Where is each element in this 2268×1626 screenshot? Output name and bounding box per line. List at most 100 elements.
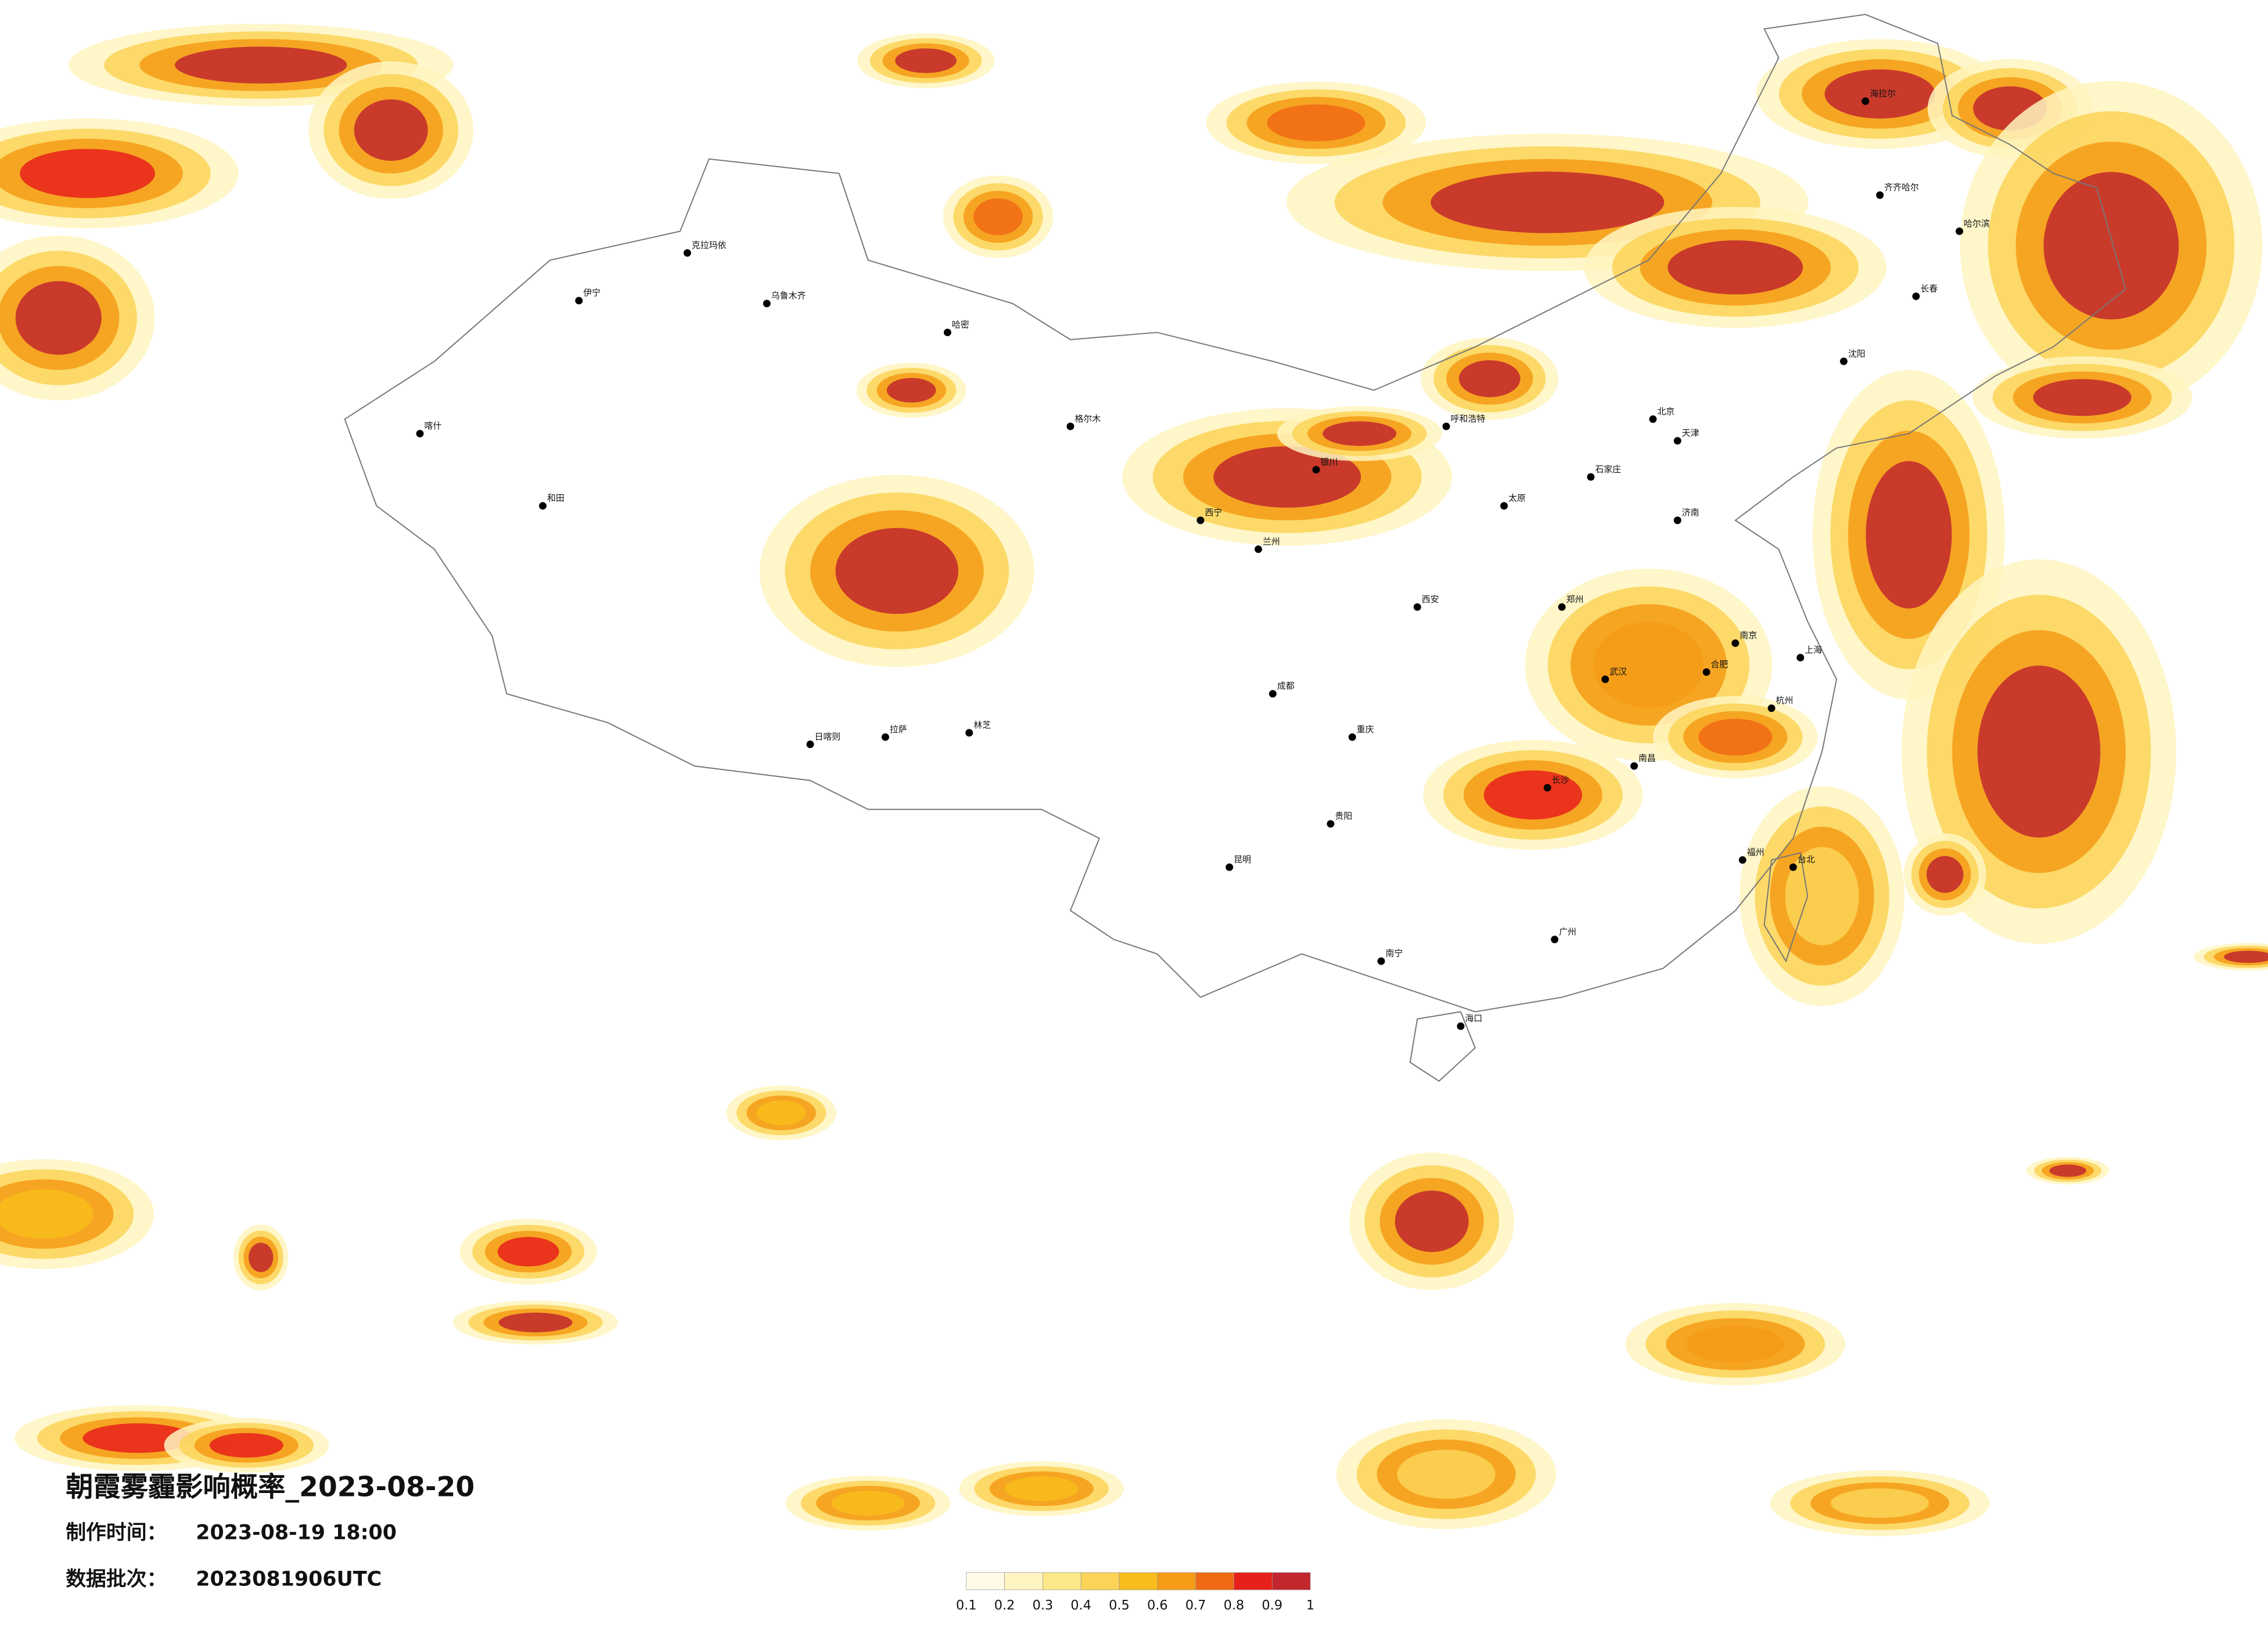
probability-area <box>1686 1325 1785 1363</box>
city-dot <box>763 300 771 308</box>
city-label: 海拉尔 <box>1870 88 1896 99</box>
city-label: 克拉玛依 <box>692 240 727 250</box>
city-label: 昆明 <box>1234 854 1251 865</box>
city-label: 日喀则 <box>814 731 840 742</box>
island-outline <box>1409 852 1809 1082</box>
city-dot <box>1861 97 1870 105</box>
city-label: 兰州 <box>1263 536 1280 546</box>
probability-area <box>20 149 155 198</box>
city-dot <box>1413 603 1421 611</box>
city-label: 济南 <box>1682 508 1699 518</box>
probability-area <box>1977 665 2101 838</box>
city-label: 福州 <box>1747 847 1764 857</box>
legend-tick-label: 0.7 <box>1185 1598 1206 1613</box>
production-time-label: 制作时间： <box>66 1521 167 1545</box>
city-label: 哈密 <box>952 319 969 330</box>
probability-area <box>249 1242 274 1272</box>
city-label: 银川 <box>1321 456 1338 467</box>
legend: 0.1 0.2 0.3 0.4 0.5 0.6 0.7 0.8 0.9 1 <box>956 1572 1314 1613</box>
probability-area <box>1213 446 1361 508</box>
probability-area <box>1698 718 1773 756</box>
city-dot <box>1840 357 1848 365</box>
probability-area <box>835 528 959 614</box>
probability-area <box>2224 951 2268 963</box>
probability-area <box>354 99 428 161</box>
city-dot <box>1500 502 1508 510</box>
legend-tick-label: 0.4 <box>1070 1598 1091 1613</box>
city-dot <box>1796 653 1805 661</box>
city-label: 和田 <box>547 493 565 503</box>
probability-area <box>1322 421 1397 446</box>
legend-swatch <box>1157 1572 1196 1591</box>
city-dot <box>1789 863 1797 871</box>
legend-swatch <box>1119 1572 1158 1591</box>
city-label: 南京 <box>1739 630 1757 641</box>
legend-tick-label: 0.5 <box>1109 1598 1130 1613</box>
legend-tick-label: 1 <box>1306 1598 1314 1613</box>
probability-area <box>1430 171 1665 233</box>
city-label: 天津 <box>1682 428 1699 438</box>
probability-area <box>1926 856 1964 893</box>
city-dot <box>943 328 951 336</box>
city-label: 石家庄 <box>1595 464 1621 474</box>
city-dot <box>683 249 691 257</box>
batch-label: 数据批次： <box>66 1567 167 1591</box>
probability-area <box>973 198 1023 236</box>
legend-tick-label: 0.3 <box>1033 1598 1054 1613</box>
probability-area <box>2043 172 2179 320</box>
city-dot <box>539 502 547 510</box>
city-label: 林芝 <box>973 720 991 730</box>
city-label: 南宁 <box>1386 948 1403 959</box>
probability-area <box>1667 240 1803 294</box>
city-dot <box>1649 415 1657 423</box>
probability-layer <box>0 24 2268 1537</box>
city-label: 西宁 <box>1205 508 1222 518</box>
city-label: 长春 <box>1920 283 1938 294</box>
city-dot <box>1731 639 1739 647</box>
city-dot <box>965 729 973 737</box>
city-label: 喀什 <box>424 420 441 431</box>
country-outline <box>344 13 2127 1013</box>
probability-area <box>0 1189 94 1239</box>
probability-area <box>1824 69 1935 119</box>
city-label: 呼和浩特 <box>1451 413 1486 424</box>
legend-tick-label: 0.2 <box>994 1598 1015 1613</box>
city-dot <box>1327 820 1335 828</box>
city-dot <box>1196 516 1205 524</box>
city-dot <box>1587 473 1595 481</box>
legend-tick-label: 0.6 <box>1147 1598 1168 1613</box>
city-label: 台北 <box>1798 854 1815 865</box>
probability-area <box>895 48 957 73</box>
legend-tick-label: 0.9 <box>1262 1598 1283 1613</box>
city-dot <box>1767 704 1775 713</box>
city-label: 伊宁 <box>583 287 601 298</box>
city-label: 哈尔滨 <box>1964 218 1990 229</box>
city-dot <box>1630 762 1638 770</box>
probability-area <box>209 1433 283 1458</box>
city-dot <box>1543 783 1551 792</box>
probability-area <box>175 46 347 84</box>
city-label: 格尔木 <box>1074 413 1101 424</box>
city-dot <box>1225 863 1234 871</box>
city-label: 西安 <box>1422 594 1439 605</box>
city-dot <box>1956 227 1964 235</box>
city-label: 广州 <box>1559 926 1576 937</box>
city-dot <box>1268 690 1277 698</box>
probability-area <box>1394 1190 1469 1252</box>
city-dot <box>575 297 583 305</box>
city-label: 杭州 <box>1776 695 1793 706</box>
probability-area <box>1593 621 1704 708</box>
city-dot <box>1558 603 1566 611</box>
city-dot <box>1442 422 1450 430</box>
city-label: 沈阳 <box>1848 348 1866 359</box>
city-label: 武汉 <box>1609 666 1627 677</box>
probability-area <box>1397 1449 1496 1499</box>
city-label: 长沙 <box>1552 775 1569 785</box>
city-dot <box>1457 1022 1465 1030</box>
probability-area <box>15 281 102 355</box>
legend-tick-label: 0.1 <box>956 1598 977 1613</box>
legend-swatch <box>966 1572 1005 1591</box>
city-dot <box>1551 936 1559 944</box>
legend-swatch <box>1004 1572 1043 1591</box>
city-dot <box>1673 437 1681 445</box>
